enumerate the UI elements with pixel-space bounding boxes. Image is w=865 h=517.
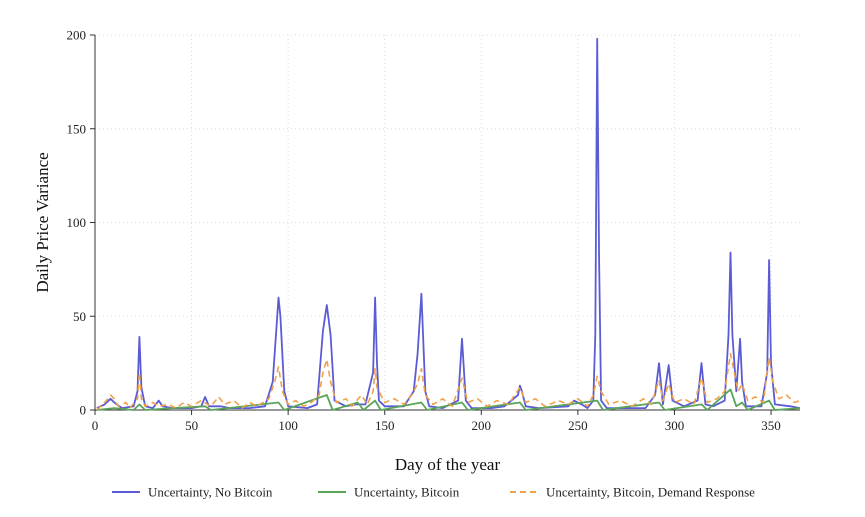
y-tick-label: 50 xyxy=(73,309,86,324)
x-tick-label: 350 xyxy=(761,418,781,433)
y-tick-label: 0 xyxy=(80,403,87,418)
y-tick-label: 150 xyxy=(67,121,87,136)
series-line-2 xyxy=(96,388,801,411)
x-tick-label: 250 xyxy=(568,418,588,433)
chart-axes: 0 50 100 150 200 0 50 100 150 200 250 300 350 xyxy=(67,28,800,433)
series-line-3 xyxy=(96,353,801,411)
x-tick-label: 300 xyxy=(665,418,685,433)
series-line-1 xyxy=(96,37,801,409)
x-tick-label: 50 xyxy=(185,418,198,433)
y-axis-label: Daily Price Variance xyxy=(33,152,52,292)
legend-label-1: Uncertainty, No Bitcoin xyxy=(148,485,273,500)
plot-area xyxy=(96,37,801,411)
legend-label-3: Uncertainty, Bitcoin, Demand Response xyxy=(546,485,755,500)
chart-legend: Uncertainty, No Bitcoin Uncertainty, Bitc… xyxy=(112,485,755,500)
x-tick-label: 0 xyxy=(92,418,99,433)
x-axis-label: Day of the year xyxy=(395,455,501,474)
x-tick-label: 150 xyxy=(375,418,395,433)
legend-label-2: Uncertainty, Bitcoin xyxy=(354,485,460,500)
y-tick-label: 100 xyxy=(67,215,87,230)
chart-grid xyxy=(94,34,800,411)
x-tick-label: 200 xyxy=(472,418,492,433)
y-tick-label: 200 xyxy=(67,28,87,43)
x-tick-label: 100 xyxy=(278,418,298,433)
